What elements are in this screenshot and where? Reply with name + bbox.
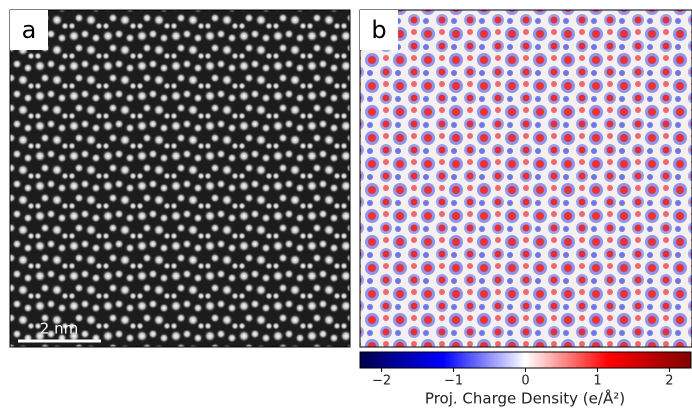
panel-label: a	[22, 16, 37, 44]
charge-map	[359, 9, 692, 348]
tick-label: 2	[665, 374, 673, 389]
colorbar	[359, 351, 692, 369]
tick-label: 1	[593, 374, 601, 389]
tick-label: 0	[521, 374, 529, 389]
colorbar-ticks: −2 −1 0 1 2	[372, 368, 674, 389]
panel-label-box	[10, 10, 48, 50]
scale-bar-label: 2 nm	[40, 320, 78, 338]
colorbar-label: Proj. Charge Density (e/Å²)	[425, 389, 625, 408]
tick-label: −2	[372, 374, 391, 389]
stem-image	[9, 9, 351, 348]
panel-label: b	[371, 16, 386, 44]
tick-label: −1	[444, 374, 463, 389]
panel-label-box	[360, 10, 398, 50]
